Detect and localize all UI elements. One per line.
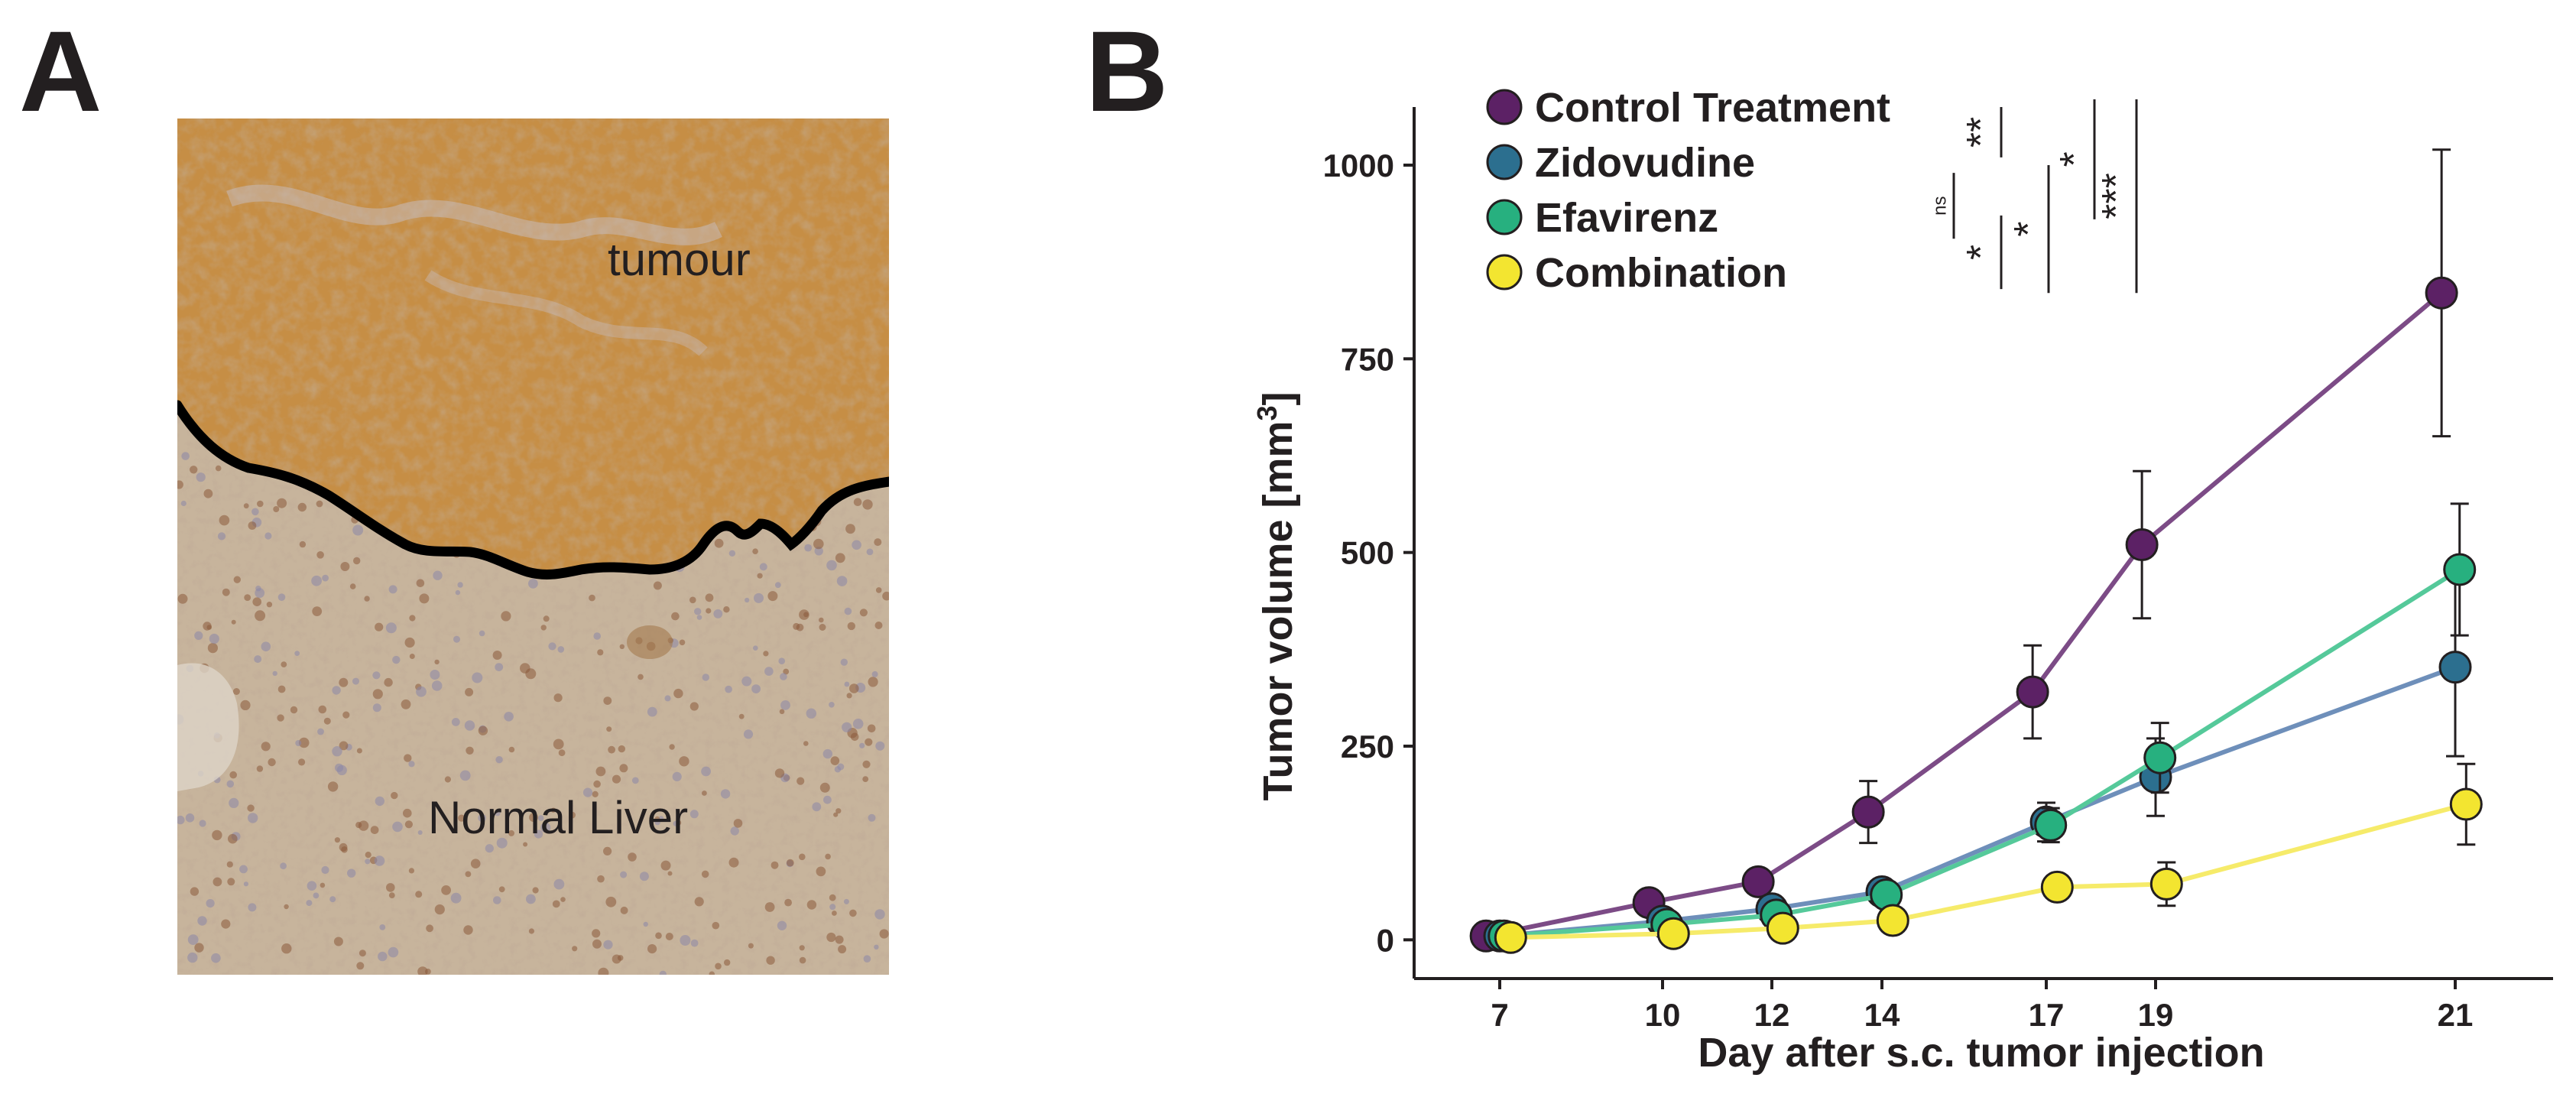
- legend-item: Control Treatment: [1486, 85, 1890, 131]
- x-tick-label: 21: [2438, 997, 2474, 1033]
- tumour-label: tumour: [608, 234, 751, 285]
- x-tick-label: 10: [1645, 997, 1681, 1033]
- pale-vessel-area: [177, 663, 239, 791]
- legend-label: Zidovudine: [1535, 140, 1755, 186]
- x-tick-label: 19: [2138, 997, 2174, 1033]
- significance-label: *: [1959, 245, 2003, 260]
- legend-item: Combination: [1486, 250, 1787, 296]
- data-point: [2425, 276, 2458, 310]
- series-line: [1504, 567, 2461, 939]
- data-point: [1656, 917, 1690, 950]
- data-point: [1494, 920, 1527, 954]
- x-axis-title: Day after s.c. tumor injection: [1698, 1030, 2264, 1076]
- data-point: [2438, 651, 2472, 684]
- significance-bracket: ns: [1930, 173, 1955, 239]
- y-tick-label: 750: [1341, 341, 1394, 377]
- legend-label: Control Treatment: [1535, 85, 1890, 131]
- significance-bracket: ***: [2094, 99, 2139, 294]
- y-tick-label: 250: [1341, 729, 1394, 765]
- x-axis-ticks: 7 10 12 14 17 19 21: [1491, 979, 2473, 1033]
- series-combination: [1494, 762, 2483, 954]
- legend-label: Combination: [1535, 250, 1787, 296]
- legend-item: Zidovudine: [1486, 140, 1755, 186]
- data-point: [1851, 795, 1885, 829]
- data-point: [1741, 865, 1775, 898]
- legend-item: Efavirenz: [1486, 195, 1718, 241]
- significance-bracket: **: [1959, 107, 2003, 157]
- normal-liver-label: Normal Liver: [428, 792, 688, 843]
- series-line: [1485, 291, 2444, 939]
- significance-label: ***: [2094, 173, 2139, 219]
- y-axis-title: Tumor volume [mm3]: [1251, 391, 1302, 800]
- y-axis-ticks: 0 250 500 750 1000: [1323, 148, 1414, 958]
- series-zidovudine: [1483, 576, 2472, 953]
- legend-marker: [1486, 199, 1523, 235]
- data-point: [1876, 904, 1909, 937]
- tumor-growth-chart: 0 250 500 750 1000 7 10 12 14 17 19 21 Control Tre…: [1251, 85, 2553, 1076]
- data-point: [2443, 553, 2477, 586]
- legend: Control Treatment Zidovudine Efavirenz Comb…: [1486, 85, 1890, 296]
- x-tick-label: 7: [1491, 997, 1508, 1033]
- legend-marker: [1486, 144, 1523, 180]
- x-tick-label: 12: [1754, 997, 1790, 1033]
- data-point: [2040, 870, 2074, 904]
- significance-bracket: *: [2007, 165, 2051, 294]
- series-layer: [1469, 148, 2483, 954]
- significance-brackets: ns********: [1930, 99, 2139, 294]
- data-point: [2143, 741, 2177, 774]
- x-tick-label: 17: [2029, 997, 2065, 1033]
- legend-label: Efavirenz: [1535, 195, 1718, 241]
- panel-b-label: B: [1085, 7, 1168, 135]
- data-point: [2449, 787, 2483, 821]
- significance-label: **: [1959, 117, 2003, 148]
- data-point: [2034, 808, 2068, 842]
- data-point: [2125, 528, 2159, 562]
- legend-marker: [1486, 254, 1523, 291]
- legend-marker: [1486, 89, 1523, 125]
- series-control-treatment: [1469, 148, 2458, 953]
- data-point: [1766, 911, 1799, 945]
- y-tick-label: 500: [1341, 535, 1394, 571]
- x-tick-label: 14: [1864, 997, 1900, 1033]
- significance-label: ns: [1930, 196, 1951, 216]
- significance-bracket: *: [1959, 215, 2003, 290]
- panel-a-label: A: [19, 7, 102, 135]
- y-tick-label: 0: [1377, 922, 1394, 958]
- significance-label: *: [2007, 221, 2051, 236]
- y-tick-label: 1000: [1323, 148, 1394, 183]
- significance-label: *: [2052, 151, 2097, 167]
- significance-bracket: *: [2052, 99, 2097, 219]
- liver-micrograph: [177, 118, 889, 975]
- data-point: [2016, 675, 2049, 709]
- data-point: [2149, 867, 2183, 901]
- tumour-boundary-line: [177, 400, 889, 579]
